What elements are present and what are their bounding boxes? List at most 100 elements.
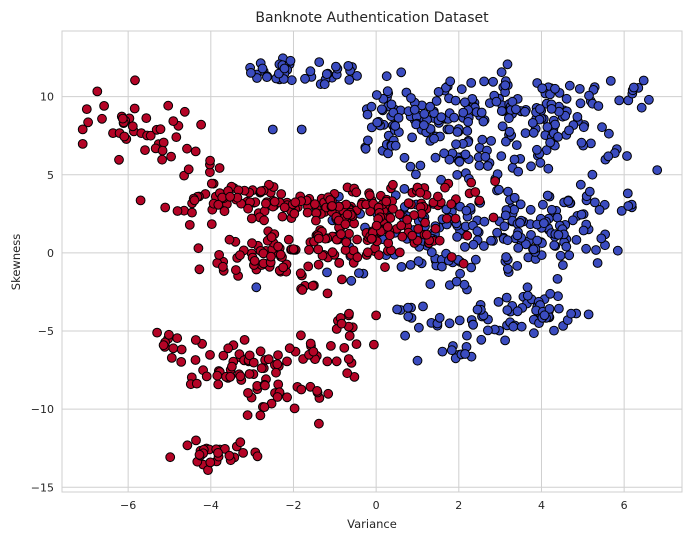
data-point [311, 215, 321, 226]
data-point [238, 448, 249, 458]
data-point [168, 116, 179, 126]
data-point [437, 346, 448, 357]
data-point [430, 152, 441, 163]
data-point [564, 125, 574, 136]
data-point [553, 230, 564, 240]
data-point [227, 361, 237, 372]
data-point [297, 285, 308, 295]
data-point [445, 76, 456, 87]
data-point [527, 118, 538, 128]
data-point [418, 301, 428, 312]
data-point [303, 261, 314, 272]
data-point [313, 259, 324, 270]
data-point [470, 254, 481, 265]
data-point [224, 450, 235, 461]
data-point [394, 209, 405, 220]
data-point [526, 161, 536, 172]
data-point [249, 256, 260, 266]
data-point [503, 186, 513, 197]
x-tick-label: 0 [373, 499, 380, 512]
data-point [512, 306, 523, 317]
data-point [296, 384, 307, 395]
data-point [433, 191, 443, 202]
data-point [419, 120, 429, 131]
data-point [542, 190, 553, 201]
data-point [157, 154, 168, 165]
data-point [114, 154, 124, 165]
data-point [528, 127, 539, 138]
data-point [446, 252, 457, 262]
data-point [342, 368, 353, 379]
data-point [273, 241, 284, 252]
data-point [259, 402, 270, 413]
data-point [508, 321, 519, 332]
data-point [515, 218, 525, 228]
data-point [246, 213, 257, 224]
x-tick-label: 2 [455, 499, 462, 512]
data-point [539, 218, 549, 229]
data-point [576, 209, 587, 220]
data-point [334, 258, 345, 268]
data-point [412, 355, 423, 366]
data-point [429, 133, 439, 144]
data-point [419, 109, 430, 119]
y-tick-label: −10 [31, 403, 54, 416]
chart-title: Banknote Authentication Dataset [255, 10, 489, 26]
data-point [354, 268, 364, 279]
data-point [537, 83, 548, 94]
data-point [394, 247, 405, 258]
data-point [164, 329, 174, 340]
data-point [206, 219, 217, 230]
data-point [520, 106, 530, 117]
data-point [490, 176, 501, 187]
data-point [488, 76, 499, 87]
data-point [553, 132, 563, 142]
data-point [386, 99, 397, 110]
data-point [501, 136, 511, 147]
data-point [477, 134, 488, 145]
data-point [140, 145, 150, 156]
data-point [403, 311, 414, 322]
data-point [313, 233, 324, 244]
data-point [555, 250, 566, 261]
data-point [278, 262, 289, 273]
data-point [285, 55, 296, 66]
data-point [504, 113, 514, 124]
data-point [572, 112, 583, 122]
data-point [571, 235, 582, 245]
data-point [165, 452, 176, 463]
data-point [319, 79, 330, 90]
data-point [225, 371, 236, 382]
data-point [206, 178, 217, 189]
data-point [636, 102, 647, 113]
data-point [224, 234, 235, 245]
data-point [351, 187, 362, 198]
data-point [549, 325, 559, 336]
y-axis-label: Skewness [9, 234, 23, 290]
data-point [479, 241, 489, 251]
data-point [276, 189, 287, 199]
data-point [352, 252, 363, 263]
data-point [403, 198, 414, 209]
data-point [520, 128, 531, 139]
data-point [282, 392, 293, 403]
data-point [295, 268, 306, 279]
data-point [405, 161, 416, 172]
x-tick-label: −6 [120, 499, 136, 512]
data-point [462, 330, 472, 341]
data-point [413, 256, 424, 267]
data-point [339, 343, 350, 353]
data-point [257, 63, 268, 74]
data-point [509, 154, 520, 165]
data-point [242, 410, 253, 421]
data-point [289, 208, 300, 219]
data-point [179, 106, 190, 117]
data-point [130, 75, 140, 86]
data-point [388, 179, 398, 190]
data-point [494, 184, 504, 195]
data-point [336, 318, 347, 329]
data-point [461, 205, 472, 216]
data-point [546, 104, 557, 114]
data-point [566, 308, 576, 319]
data-point [437, 261, 447, 272]
